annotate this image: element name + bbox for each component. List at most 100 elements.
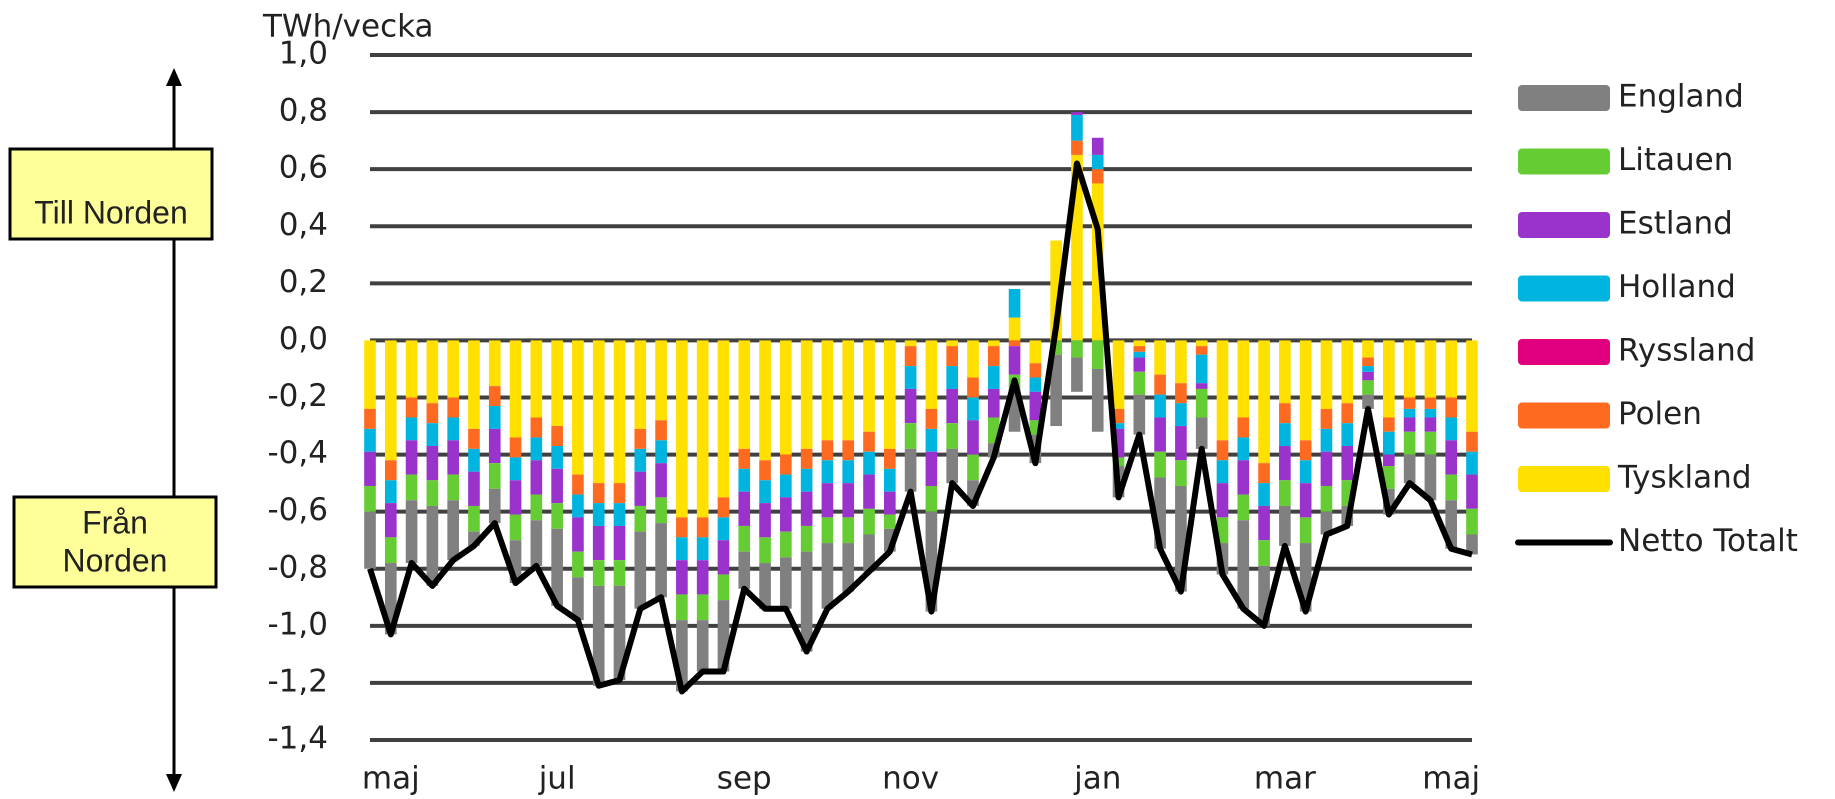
bar-segment [696,620,709,672]
bar-segment [572,551,584,578]
bar-segment [1195,346,1208,355]
bar-segment [447,397,459,418]
y-tick-label: -1,4 [268,721,329,757]
bar-segment [634,340,647,429]
bar-segment [863,508,875,535]
bar-segment [1299,483,1312,518]
bar-segment [821,543,834,609]
bar-segment [800,525,813,552]
bar-segment [1466,431,1478,452]
bar-segment [1112,428,1125,458]
bar-segment [1299,440,1312,461]
bar-segment [1445,440,1458,475]
legend-swatch [1518,339,1610,365]
bar-segment [1112,423,1125,429]
bar-segment [883,528,896,552]
bar-segment [1195,417,1208,449]
bar-segment [572,517,584,552]
bar-segment [925,428,938,452]
bar-segment [1091,169,1104,184]
bar-segment [759,537,771,564]
bar-segment [1341,423,1354,447]
bar-segment [842,483,855,518]
y-tick-label: -1,0 [268,606,329,642]
bar-segment [1175,383,1187,404]
bar-segment [780,497,792,532]
legend-label: Ryssland [1618,333,1755,369]
bar-segment [384,563,397,635]
bar-segment [987,340,1000,347]
bar-segment [364,511,376,569]
bar-segment [821,460,834,484]
bar-segment [1008,388,1021,432]
bar-segment [1403,340,1416,398]
bar-segment [863,340,875,432]
bar-segment [1175,426,1187,461]
bar-segment [967,397,979,421]
bar-segment [1154,340,1166,375]
bar-segment [1008,317,1021,341]
bar-segment [613,503,626,526]
bar-segment [572,494,584,518]
bar-segment [1258,540,1270,566]
bar-segment [655,497,667,524]
bar-segment [1341,340,1354,404]
bar-segment [1050,340,1062,355]
net-line [367,160,1473,695]
bar-segment [613,340,626,484]
bar-segment [488,428,501,464]
bar-segment [1216,517,1229,544]
bar-segment [447,417,459,441]
bar-segment [551,528,563,606]
bar-segment [759,563,771,609]
x-tick-label: maj [1422,761,1480,797]
bar-segment [967,377,979,398]
bar-segment [405,474,418,501]
bar-segment [1091,368,1104,432]
bar-segment [1029,420,1042,435]
bar-segment [1341,403,1354,424]
bar-segment [384,460,397,481]
bar-segment [655,420,667,441]
bar-segment [904,448,917,492]
bar-segment [1029,363,1042,378]
bar-segment [551,426,563,447]
bar-segment [967,340,979,378]
bar-segment [634,505,647,532]
bar-segment [1424,340,1437,398]
bar-segment [530,417,543,438]
legend-label: Holland [1618,269,1736,305]
bar-segment [1154,477,1166,549]
bar-segment [759,503,771,538]
bar-segment [1112,408,1125,424]
bar-segment [426,423,439,447]
bar-segment [1424,408,1437,418]
bar-segment [1320,485,1333,512]
bar-segment [863,474,875,509]
bar-segment [572,577,584,621]
bar-segment [946,346,959,367]
bar-segment [1237,494,1250,521]
bar-segment [1258,340,1270,464]
bar-segment [800,340,813,449]
bar-segment [1216,483,1229,518]
bar-segment [883,340,896,449]
arrow-head-up [166,68,182,86]
bar-segment [780,474,792,498]
bar-segment [842,440,855,461]
bar-segment [592,340,605,484]
bar-segment [530,494,543,521]
annotation: Till Norden [34,194,188,230]
bar-segment [987,388,1000,418]
bar-segment [883,448,896,469]
bar-segment [1299,517,1312,544]
bar-segment [1237,417,1250,438]
bar-segment [717,540,730,575]
bar-segment [967,420,979,455]
bar-segment [426,446,439,481]
bar-segment [1466,451,1478,475]
bar-segment [551,340,563,427]
bar-segment [904,366,917,389]
bar-segment [1195,354,1208,384]
bar-segment [1237,437,1250,461]
